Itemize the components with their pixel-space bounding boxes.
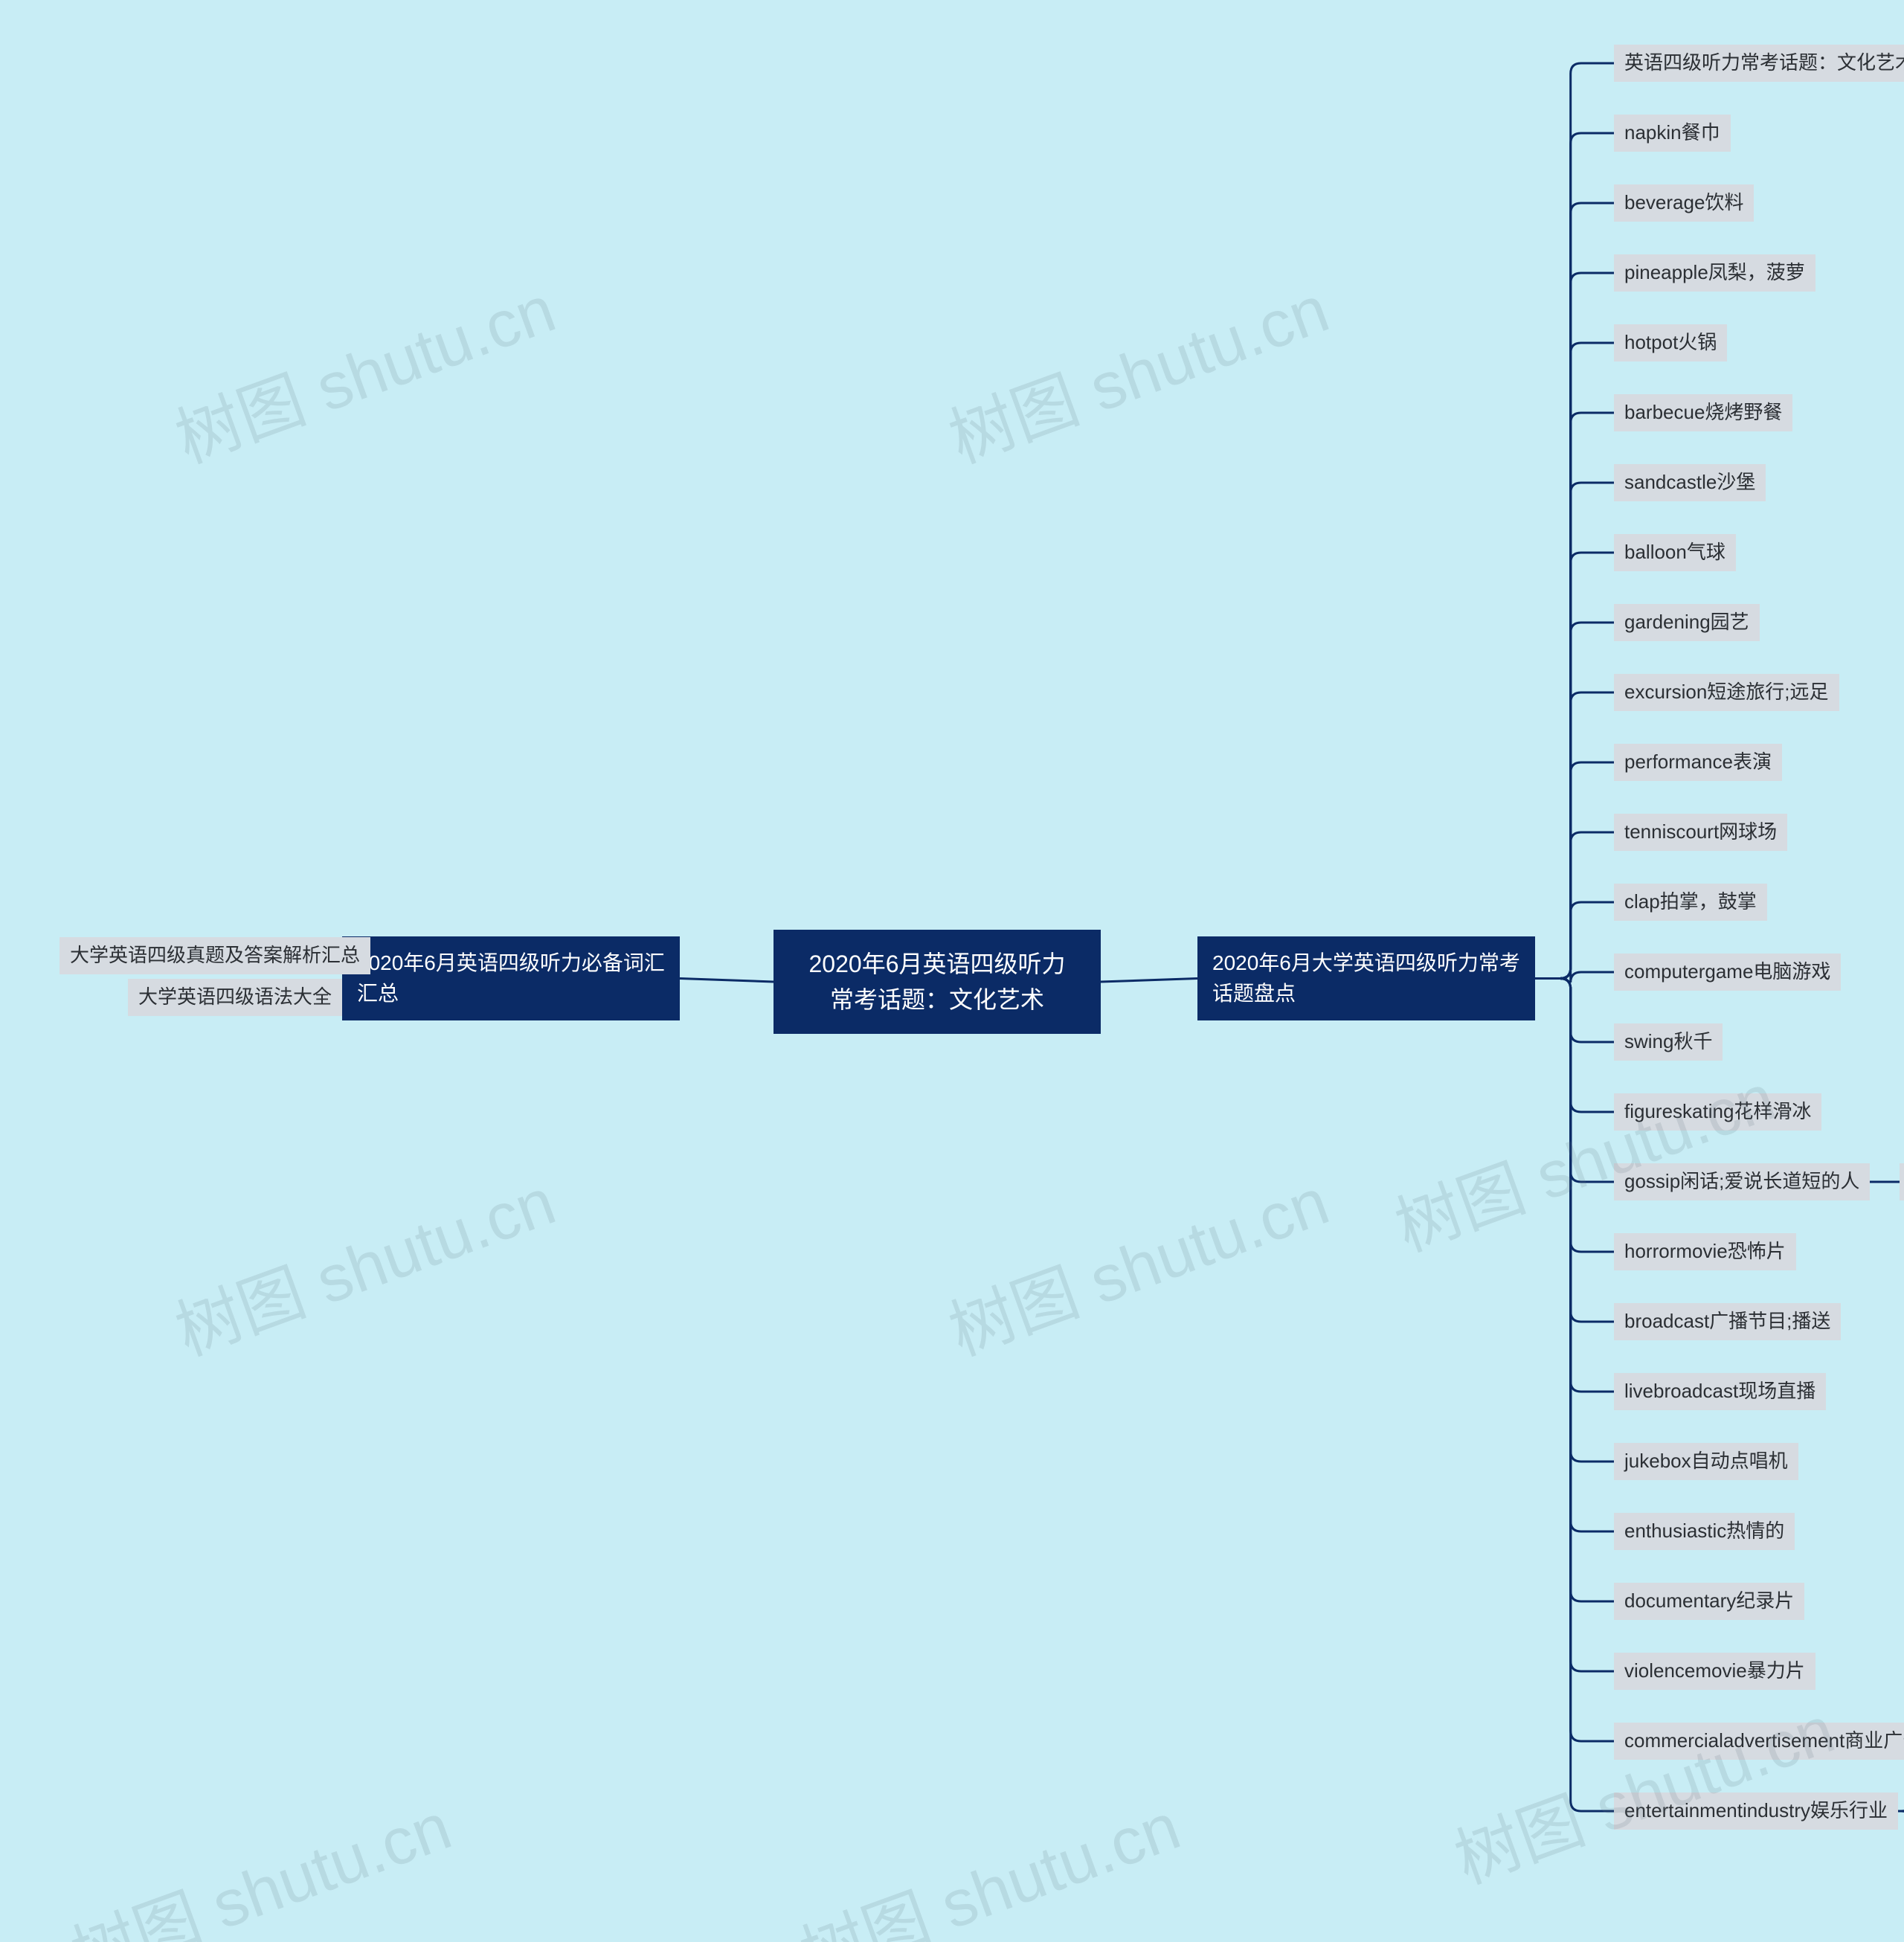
right-leaf: tenniscourt网球场	[1614, 814, 1787, 851]
right-leaf: gossip闲话;爱说长道短的人	[1614, 1163, 1870, 1200]
right-leaf: excursion短途旅行;远足	[1614, 674, 1839, 711]
right-leaf: horrormovie恐怖片	[1614, 1233, 1796, 1270]
left-branch-node: 2020年6月英语四级听力必备词汇 汇总	[342, 936, 680, 1020]
watermark: 树图 shutu.cn	[161, 257, 566, 481]
watermark: 树图 shutu.cn	[935, 1149, 1339, 1374]
right-leaf: jukebox自动点唱机	[1614, 1443, 1798, 1480]
right-leaf: 英语四级听力常考话题：文化艺术	[1614, 45, 1904, 82]
right-leaf: livebroadcast现场直播	[1614, 1373, 1826, 1410]
right-leaf: beverage饮料	[1614, 184, 1754, 222]
right-branch-node: 2020年6月大学英语四级听力常考 话题盘点	[1197, 936, 1535, 1020]
right-leaf: swing秋千	[1614, 1023, 1723, 1061]
root-line1: 2020年6月英语四级听力	[799, 946, 1075, 982]
watermark: 树图 shutu.cn	[161, 1149, 566, 1374]
right-sub-leaf: TVchannels电视频道	[1900, 1163, 1904, 1200]
root-line2: 常考话题：文化艺术	[799, 982, 1075, 1017]
right-leaf: barbecue烧烤野餐	[1614, 394, 1792, 431]
mindmap-canvas: 2020年6月英语四级听力 常考话题：文化艺术 2020年6月英语四级听力必备词…	[0, 0, 1904, 1942]
right-leaf: performance表演	[1614, 744, 1782, 781]
right-leaf: pineapple凤梨，菠萝	[1614, 254, 1815, 292]
right-leaf: computergame电脑游戏	[1614, 954, 1841, 991]
left-leaf: 大学英语四级语法大全	[128, 979, 342, 1016]
right-leaf: gardening园艺	[1614, 604, 1760, 641]
right-branch-line2: 话题盘点	[1212, 979, 1520, 1009]
right-leaf: commercialadvertisement商业广告	[1614, 1723, 1904, 1760]
right-leaf: hotpot火锅	[1614, 324, 1727, 361]
right-leaf: violencemovie暴力片	[1614, 1653, 1815, 1690]
left-branch-line2: 汇总	[357, 979, 665, 1009]
watermark: 树图 shutu.cn	[57, 1774, 462, 1942]
right-leaf: balloon气球	[1614, 534, 1736, 571]
right-leaf: entertainmentindustry娱乐行业	[1614, 1793, 1898, 1830]
right-leaf: sandcastle沙堡	[1614, 464, 1766, 501]
watermark: 树图 shutu.cn	[786, 1774, 1191, 1942]
left-leaf: 大学英语四级真题及答案解析汇总	[60, 937, 370, 974]
root-node: 2020年6月英语四级听力 常考话题：文化艺术	[774, 930, 1101, 1034]
right-branch-line1: 2020年6月大学英语四级听力常考	[1212, 948, 1520, 979]
right-leaf: figureskating花样滑冰	[1614, 1093, 1821, 1131]
right-leaf: clap拍掌，鼓掌	[1614, 884, 1767, 921]
watermark: 树图 shutu.cn	[935, 257, 1339, 481]
right-leaf: napkin餐巾	[1614, 115, 1731, 152]
right-leaf: documentary纪录片	[1614, 1583, 1804, 1620]
right-leaf: enthusiastic热情的	[1614, 1513, 1795, 1550]
right-leaf: broadcast广播节目;播送	[1614, 1303, 1841, 1340]
left-branch-line1: 2020年6月英语四级听力必备词汇	[357, 948, 665, 979]
watermark: 树图 shutu.cn	[1441, 1677, 1845, 1902]
